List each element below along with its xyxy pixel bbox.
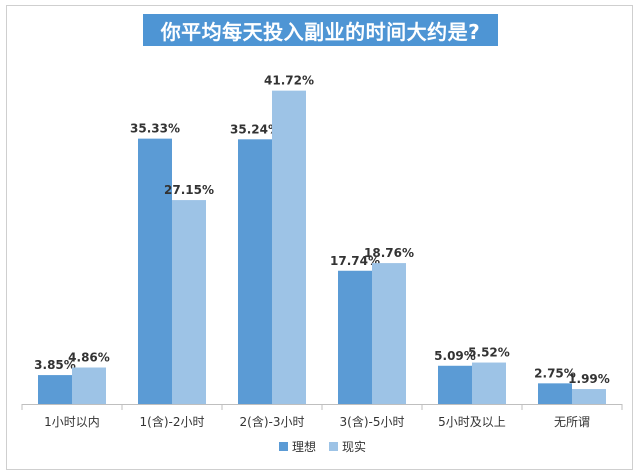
x-tick-label: 3(含)-5小时 [340,414,405,429]
x-tick-label: 5小时及以上 [438,415,506,429]
data-label: 17.74% [330,254,380,268]
bar-actual [172,200,206,404]
legend-label: 现实 [342,439,366,454]
bar-ideal [138,138,172,404]
x-tick-label: 2(含)-3小时 [240,414,305,429]
chart-frame [6,5,633,470]
data-label: 35.33% [130,122,180,136]
title-banner: 你平均每天投入副业的时间大约是? [143,14,498,46]
data-label: 41.72% [264,74,314,88]
bar-actual [572,389,606,404]
data-label: 5.09% [434,349,476,363]
chart-title: 你平均每天投入副业的时间大约是? [160,19,481,44]
bar-actual [372,263,406,404]
bar-ideal [38,375,72,404]
bar-ideal [338,270,372,404]
data-label: 27.15% [164,183,214,197]
data-label: 2.75% [534,366,576,380]
data-label: 4.86% [68,350,110,364]
x-tick-label: 无所谓 [554,415,590,429]
data-label: 18.76% [364,246,414,260]
bar-actual [472,362,506,404]
bar-ideal [238,139,272,404]
bar-ideal [538,383,572,404]
bar-actual [272,90,306,404]
data-label: 3.85% [34,358,76,372]
data-label: 1.99% [568,372,610,386]
data-label: 5.52% [468,346,510,360]
x-tick-label: 1(含)-2小时 [140,414,205,429]
bar-actual [72,367,106,404]
data-label: 35.24% [230,122,280,136]
bar-ideal [438,365,472,404]
legend-swatch [329,442,338,451]
legend-label: 理想 [292,439,316,454]
legend-swatch [279,442,288,451]
x-tick-label: 1小时以内 [44,415,100,429]
